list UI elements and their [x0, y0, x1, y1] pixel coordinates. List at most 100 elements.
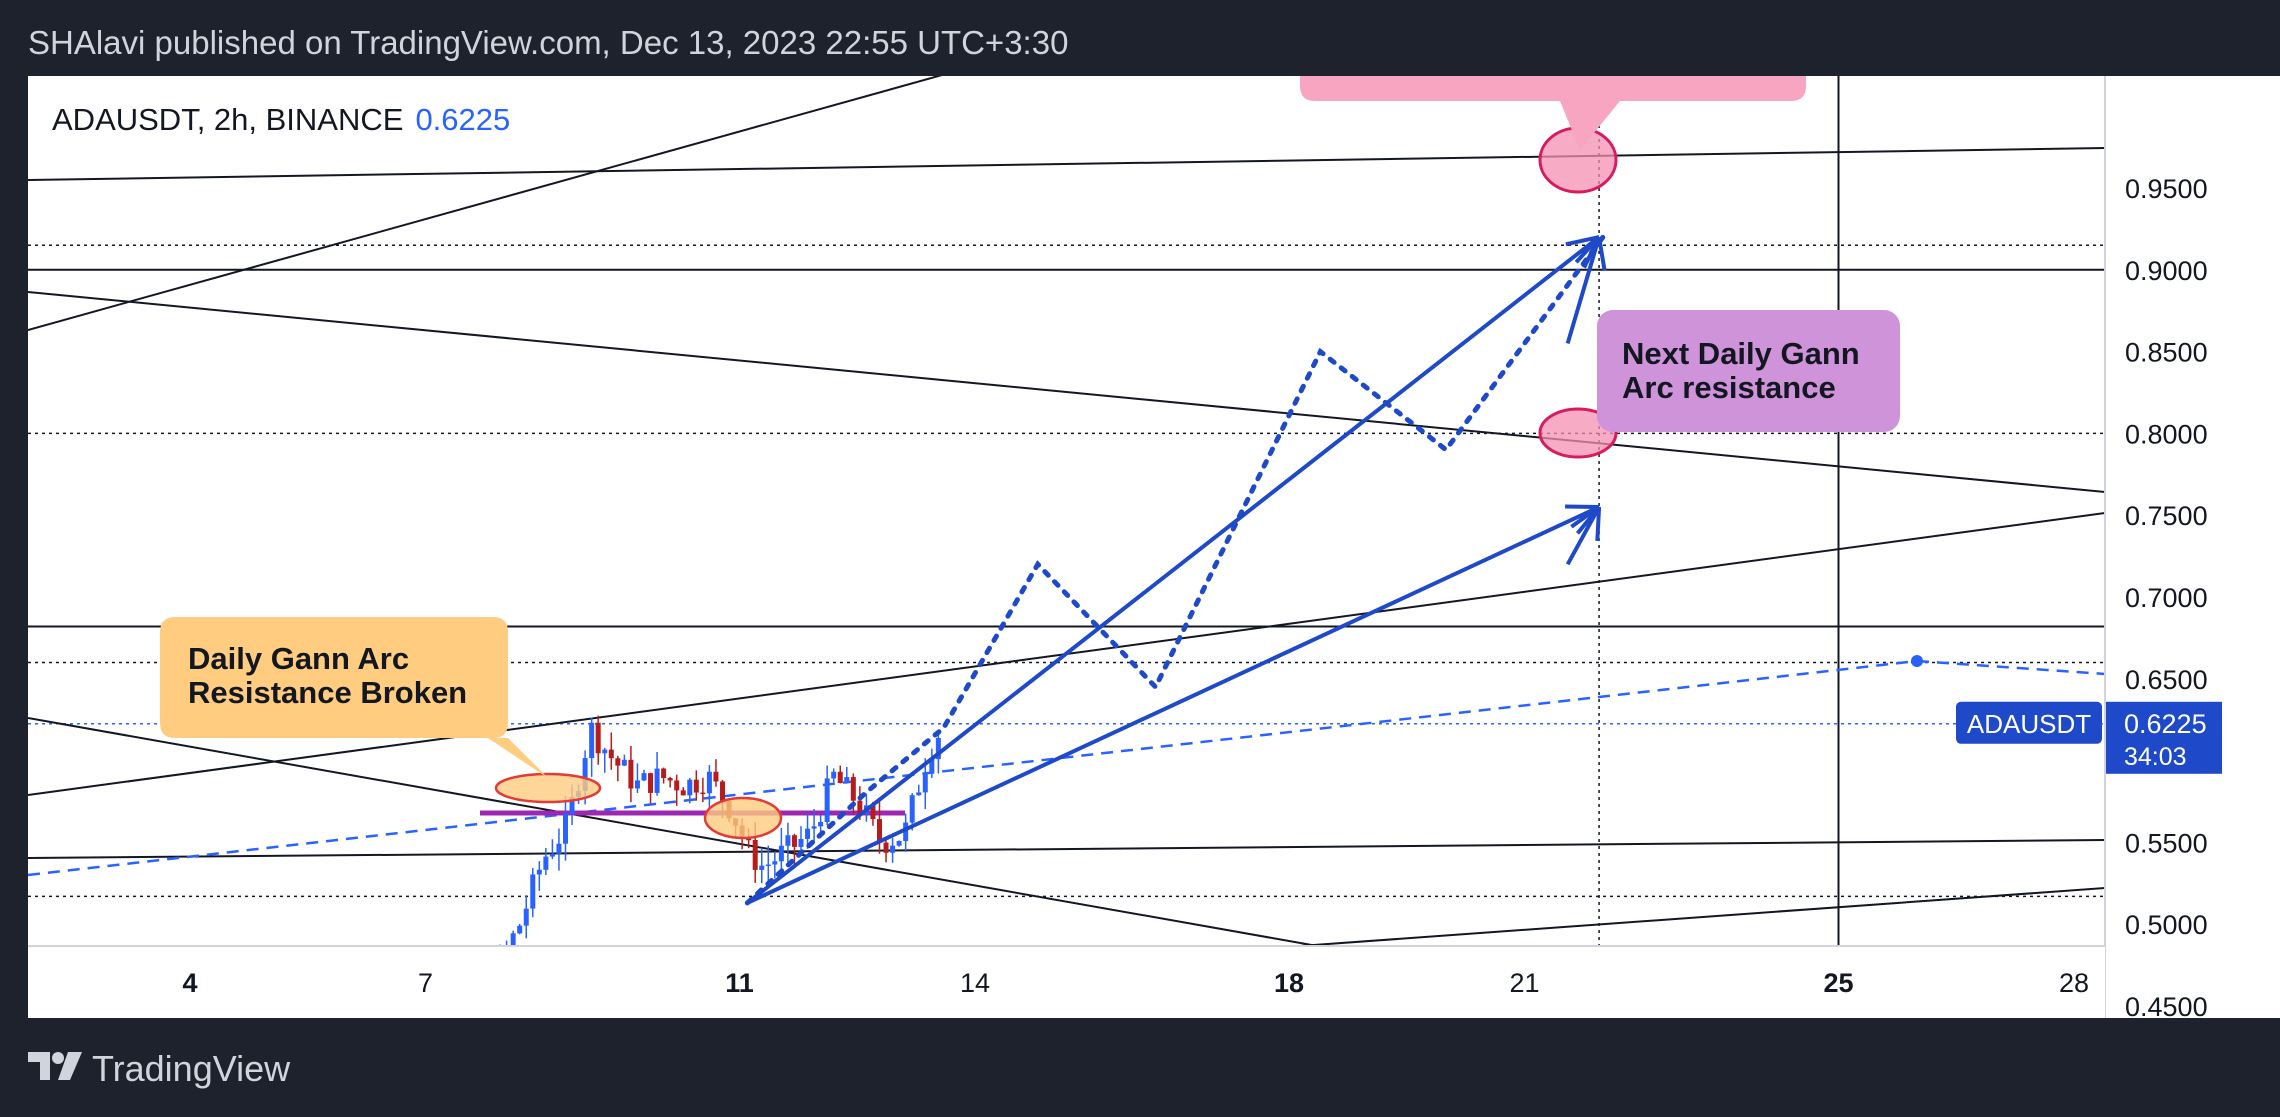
gann-line-5 [28, 839, 2105, 859]
projection-arrow-lower-top-head-0 [1570, 505, 1601, 529]
candle-body-47 [706, 771, 712, 794]
symbol-line: ADAUSDT, 2h, BINANCE [52, 102, 404, 137]
candle-body-42 [674, 780, 680, 791]
projection-arrow-upper-top [1565, 236, 1601, 344]
symbol-legend[interactable]: ADAUSDT, 2h, BINANCE 0.6225 [52, 102, 510, 138]
gann-line-2 [28, 76, 943, 331]
candle-body-72 [870, 805, 876, 820]
candle-body-70 [857, 800, 863, 814]
candle-body-64 [818, 821, 824, 827]
x-tick-label-5: 21 [1509, 968, 1539, 998]
x-tick-label-2: 11 [725, 968, 754, 998]
projection-arrow-lower [746, 505, 1600, 905]
footer [0, 1018, 2280, 1117]
candle-body-61 [798, 838, 804, 847]
candle-body-81 [929, 759, 935, 773]
candle-body-29 [589, 722, 595, 759]
projection-arrow-upper-top-head-1 [1597, 236, 1607, 271]
candle-body-17 [510, 933, 516, 946]
candle-body-79 [916, 792, 922, 796]
candle-body-59 [785, 835, 791, 846]
y-tick-label-4: 0.7500 [2125, 501, 2208, 531]
projection-arrow-lower-top [1565, 506, 1601, 566]
x-tick-label-0: 4 [182, 968, 197, 998]
candle-body-39 [654, 768, 660, 793]
x-tick-label-6: 25 [1823, 968, 1853, 998]
candle-body-82 [935, 737, 941, 760]
y-tick-label-8: 0.5500 [2125, 828, 2208, 858]
candle-body-46 [700, 792, 706, 795]
y-tick-label-10: 0.4500 [2125, 992, 2208, 1022]
candle-body-37 [641, 773, 647, 781]
callout-broken-line1: Daily Gann Arc [188, 641, 410, 676]
candle-body-75 [890, 845, 896, 853]
candle-body-49 [719, 781, 725, 802]
candle-body-20 [530, 874, 536, 909]
candle-body-38 [648, 773, 654, 793]
candle-body-55 [759, 865, 765, 870]
candle-body-33 [615, 758, 621, 766]
callout-broken-box [160, 617, 548, 778]
y-tick-label-9: 0.5000 [2125, 910, 2208, 940]
candle-body-76 [896, 841, 902, 846]
time-axis-bg [28, 946, 2105, 1018]
candle-body-54 [752, 839, 758, 870]
candle-body-32 [608, 749, 614, 759]
dashed-trend-line [28, 659, 1918, 877]
candle-body-62 [805, 828, 811, 839]
gann-line-1 [28, 291, 2105, 493]
candle-body-58 [778, 845, 784, 862]
candle-body-80 [922, 772, 928, 793]
candle-body-30 [595, 722, 601, 754]
candle-body-25 [562, 814, 568, 844]
candle-body-57 [772, 861, 778, 865]
candle-body-77 [903, 822, 909, 842]
projection-arrow-upper-head-0 [1565, 235, 1600, 247]
chart-area[interactable] [28, 76, 2278, 1018]
legend-price: 0.6225 [415, 102, 511, 137]
candle-body-26 [569, 796, 575, 815]
candle-body-18 [517, 925, 523, 934]
y-tick-label-1: 0.9000 [2125, 256, 2208, 286]
projection-dotted-path [744, 234, 1606, 906]
price-axis-bg [2105, 76, 2280, 1018]
marker-target-lower [1538, 407, 1618, 459]
projection-arrow-lower-top-head-1 [1595, 506, 1602, 542]
candle-body-56 [765, 864, 771, 867]
projection-arrow-upper [746, 235, 1601, 905]
candle-body-43 [680, 790, 686, 796]
callout-next-line1: Next Daily Gann [1622, 336, 1860, 371]
grid-lines [28, 76, 2105, 946]
candle-body-63 [811, 826, 817, 829]
tradingview-logo-icon[interactable] [28, 1050, 84, 1082]
candle-body-74 [883, 842, 889, 853]
candle-body-45 [693, 779, 699, 793]
candle-body-40 [661, 768, 667, 779]
x-tick-label-7: 28 [2059, 968, 2089, 998]
callout-boxes [160, 76, 1900, 778]
candle-body-65 [824, 778, 830, 822]
callout-next-line2: Arc resistance [1622, 370, 1836, 405]
candle-body-68 [844, 777, 850, 783]
candle-body-31 [602, 749, 608, 754]
candle-body-41 [667, 778, 673, 781]
gann-line-4 [28, 717, 1324, 946]
tradingview-brand[interactable]: TradingView [92, 1048, 291, 1089]
projection-arrows [744, 234, 1607, 906]
candle-body-23 [549, 853, 555, 857]
callout-target-box [1300, 76, 1806, 150]
publish-info: SHAlavi published on TradingView.com, De… [28, 24, 1069, 61]
candle-body-48 [713, 771, 719, 782]
y-tick-label-0: 0.9500 [2125, 174, 2208, 204]
candle-body-28 [582, 758, 588, 791]
gann-line-6 [1299, 887, 2105, 946]
x-tick-label-3: 14 [960, 968, 990, 998]
projection-arrow-upper-top-head-0 [1574, 235, 1601, 264]
ellipse-markers [494, 126, 1618, 840]
x-tick-label-4: 18 [1274, 968, 1304, 998]
price-tag-price: 0.6225 [2124, 709, 2207, 739]
publish-header: SHAlavi published on TradingView.com, De… [0, 0, 2280, 76]
candle-body-67 [837, 771, 843, 783]
price-tag-symbol-box [1956, 701, 2102, 744]
